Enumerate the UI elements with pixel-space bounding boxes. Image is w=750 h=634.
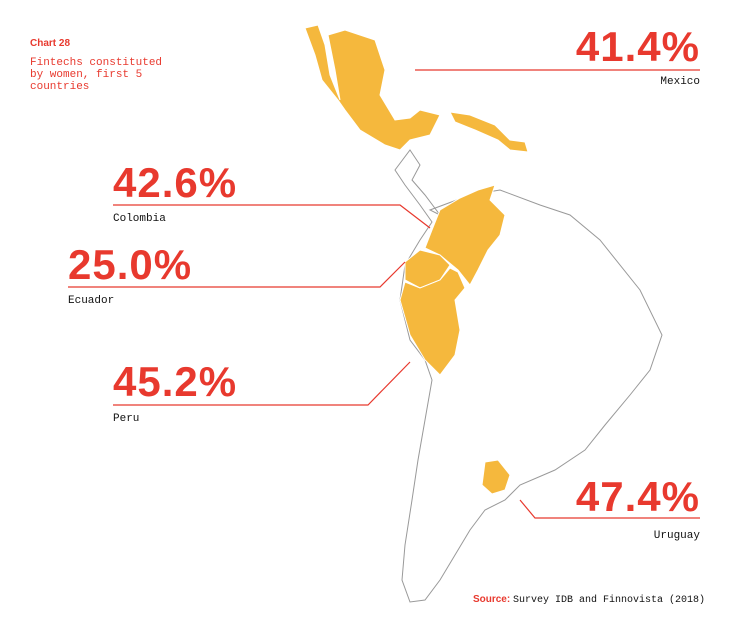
value: 42.6% bbox=[113, 159, 238, 206]
leader-line bbox=[519, 499, 700, 519]
leader-line bbox=[68, 261, 406, 288]
value: 25.0% bbox=[68, 241, 193, 288]
country: Ecuador bbox=[68, 295, 115, 307]
ecuador bbox=[404, 249, 451, 289]
source-label: Source: bbox=[472, 594, 511, 605]
chart-label: Chart 28 bbox=[30, 38, 71, 49]
colombia bbox=[424, 184, 506, 286]
value: 45.2% bbox=[113, 358, 238, 405]
value: 47.4% bbox=[575, 473, 700, 520]
value: 41.4% bbox=[575, 23, 700, 70]
leader-line bbox=[113, 204, 431, 229]
country: Peru bbox=[113, 413, 140, 425]
country: Uruguay bbox=[653, 530, 700, 542]
country: Colombia bbox=[113, 213, 166, 225]
country: Mexico bbox=[660, 76, 700, 88]
peru bbox=[399, 267, 466, 376]
south-america bbox=[394, 149, 663, 603]
source: Source: Survey IDB and Finnovista (2018) bbox=[473, 594, 705, 606]
leader-line bbox=[113, 361, 411, 406]
mexico bbox=[304, 24, 441, 151]
source-text: Survey IDB and Finnovista (2018) bbox=[512, 595, 705, 606]
uruguay bbox=[481, 459, 511, 495]
title: Fintechs constituted by women, first 5 c… bbox=[30, 57, 163, 93]
cuba bbox=[449, 111, 529, 153]
